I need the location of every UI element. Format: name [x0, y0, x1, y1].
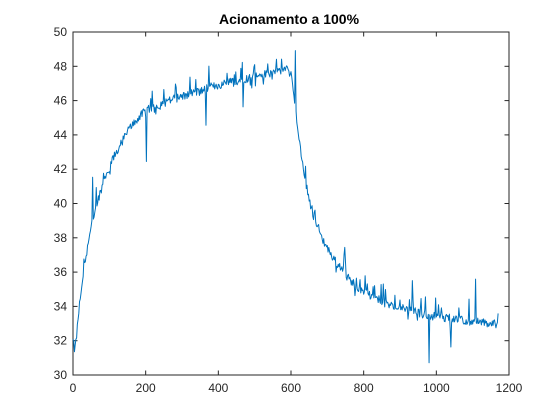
plot-area [72, 31, 510, 376]
y-tick-label: 50 [54, 25, 68, 39]
x-tick-label: 200 [136, 381, 156, 395]
y-tick-label: 30 [54, 368, 68, 382]
x-tick-label: 800 [354, 381, 374, 395]
x-tick-label: 0 [70, 381, 77, 395]
axis-ticks: 0 200 400 600 800 1000 1200 30 32 34 36 38 40 42 44 46 4… [54, 25, 523, 395]
y-tick-label: 40 [54, 197, 68, 211]
y-tick-label: 44 [54, 128, 68, 142]
y-tick-label: 42 [54, 162, 68, 176]
x-tick-label: 400 [208, 381, 228, 395]
chart-title: Acionamento a 100% [219, 11, 360, 27]
x-tick-label: 1000 [423, 381, 450, 395]
temperature-series-line [72, 50, 499, 364]
y-tick-label: 38 [54, 231, 68, 245]
y-tick-label: 32 [54, 334, 68, 348]
x-tick-label: 600 [281, 381, 301, 395]
x-tick-label: 1200 [496, 381, 523, 395]
series-layer [72, 50, 499, 364]
y-tick-label: 34 [54, 299, 68, 313]
y-tick-label: 48 [54, 59, 68, 73]
y-tick-label: 36 [54, 265, 68, 279]
y-tick-label: 46 [54, 94, 68, 108]
